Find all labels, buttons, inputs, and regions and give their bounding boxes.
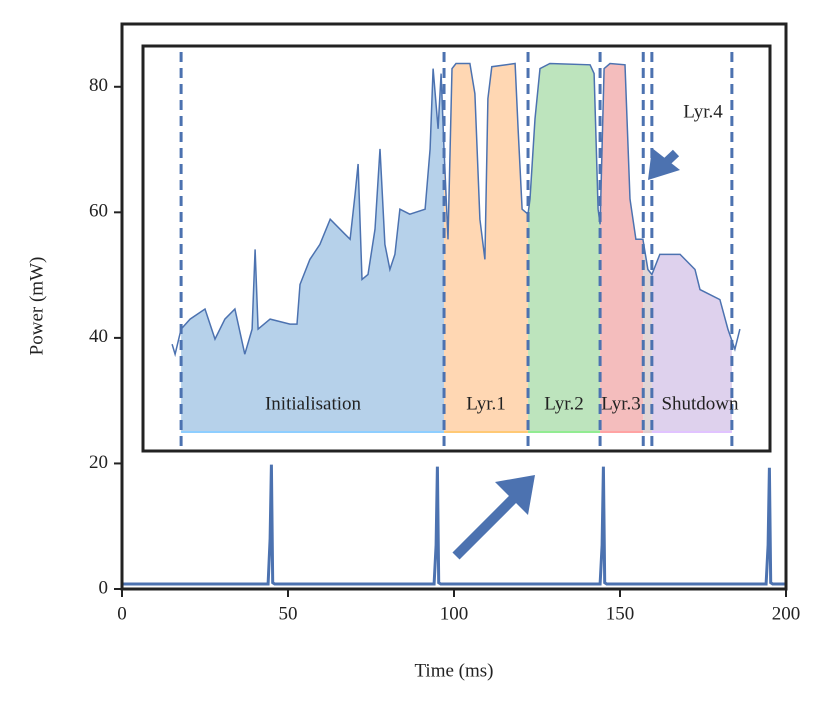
x-tick-label: 50 [279, 603, 298, 624]
region-label: Lyr.4 [683, 101, 723, 122]
zoom-arrow [452, 493, 519, 560]
region-label: Shutdown [661, 393, 739, 414]
region-fill [651, 254, 732, 433]
region-fill [600, 63, 644, 433]
region-fill [444, 63, 529, 433]
x-tick-label: 200 [772, 603, 801, 624]
region-fill [643, 241, 652, 433]
region-label: Lyr.1 [466, 393, 506, 414]
region-label: Lyr.2 [544, 393, 584, 414]
y-tick-label: 40 [89, 326, 108, 347]
y-axis-label: Power (mW) [26, 257, 47, 356]
x-tick-label: 100 [440, 603, 469, 624]
region-fill [181, 68, 445, 433]
region-fill [528, 63, 601, 433]
x-axis-label: Time (ms) [414, 660, 493, 681]
lyr4-arrow-head [648, 148, 680, 180]
region-label: Initialisation [265, 393, 362, 414]
zoom-arrow-head [495, 475, 535, 515]
x-tick-label: 0 [117, 603, 127, 624]
x-tick-label: 150 [606, 603, 635, 624]
y-tick-label: 80 [89, 75, 108, 96]
region-label: Lyr.3 [601, 393, 641, 414]
y-tick-label: 60 [89, 201, 108, 222]
y-tick-label: 20 [89, 452, 108, 473]
power-line [122, 464, 786, 586]
y-tick-label: 0 [99, 577, 109, 598]
